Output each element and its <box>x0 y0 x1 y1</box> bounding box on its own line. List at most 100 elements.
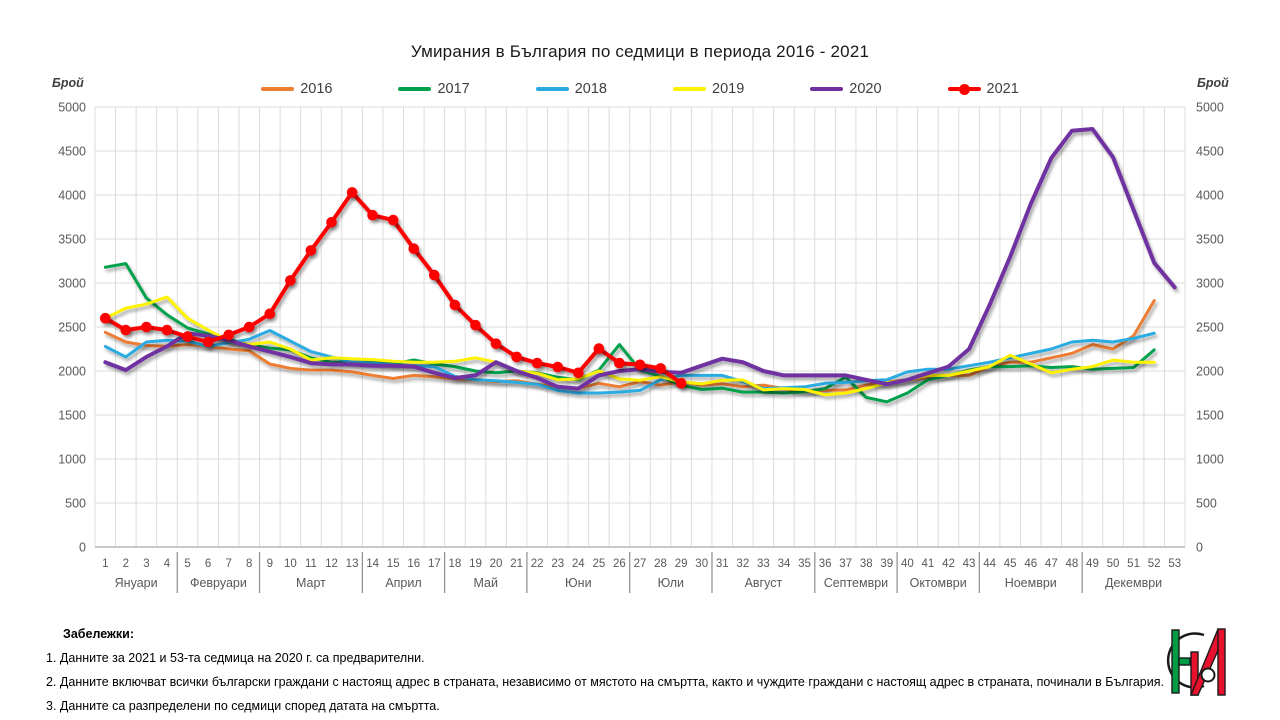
y-axis-tick-labels: 0 0 500 500 1000 1000 1500 1500 2000 2000 2500 2500… <box>58 101 1224 555</box>
legend-label-2016: 2016 <box>300 81 333 97</box>
svg-text:4000: 4000 <box>58 189 86 203</box>
svg-text:15: 15 <box>387 558 400 570</box>
legend-item-2020: 2020 <box>810 81 882 97</box>
logo-small-circle <box>1200 667 1216 683</box>
svg-text:27: 27 <box>634 558 647 570</box>
svg-text:1500: 1500 <box>1196 409 1224 423</box>
chart-title: Умирания в България по седмици в периода… <box>410 42 870 61</box>
svg-text:48: 48 <box>1065 558 1078 570</box>
legend-swatch-2018 <box>535 87 569 91</box>
svg-text:Април: Април <box>385 576 421 590</box>
svg-text:37: 37 <box>839 558 852 570</box>
legend-swatch-2020 <box>810 87 844 91</box>
footnote-1: 1. Данните за 2021 и 53-та седмица на 20… <box>46 651 425 665</box>
legend-item-2019: 2019 <box>673 81 744 97</box>
svg-text:17: 17 <box>428 558 441 570</box>
svg-text:9: 9 <box>267 558 273 570</box>
svg-text:29: 29 <box>675 558 688 570</box>
svg-text:Юли: Юли <box>658 576 684 590</box>
svg-text:4500: 4500 <box>58 145 86 159</box>
svg-text:5000: 5000 <box>1196 101 1224 115</box>
svg-text:44: 44 <box>983 558 996 570</box>
series-line-2016 <box>103 299 1156 394</box>
footnote-3: 3. Данните са разпределени по седмици сп… <box>46 699 440 713</box>
svg-text:2500: 2500 <box>1196 321 1224 335</box>
svg-text:33: 33 <box>757 558 770 570</box>
svg-text:Юни: Юни <box>565 576 592 590</box>
svg-text:22: 22 <box>531 558 544 570</box>
svg-text:12: 12 <box>325 558 338 570</box>
svg-text:52: 52 <box>1148 558 1161 570</box>
y-axis-label-right: Брой <box>1197 76 1229 90</box>
legend-swatch-2021 <box>947 83 981 95</box>
nsi-logo <box>1166 627 1226 696</box>
svg-text:18: 18 <box>449 558 462 570</box>
svg-text:Януари: Януари <box>115 576 158 590</box>
svg-text:28: 28 <box>654 558 667 570</box>
y-axis-label-left: Брой <box>52 76 84 90</box>
svg-text:36: 36 <box>819 558 832 570</box>
x-axis-month-labels: Януари Февруари Март Април Май Юни Юли Август Се… <box>115 552 1162 593</box>
svg-text:30: 30 <box>695 558 708 570</box>
svg-text:Май: Май <box>474 576 499 590</box>
svg-text:2: 2 <box>123 558 129 570</box>
svg-text:0: 0 <box>1196 541 1203 555</box>
svg-text:43: 43 <box>963 558 976 570</box>
legend-label-2019: 2019 <box>712 81 745 97</box>
svg-text:3: 3 <box>143 558 149 570</box>
series-line-2019 <box>103 295 1156 397</box>
svg-text:Септември: Септември <box>824 576 888 590</box>
legend-item-2016: 2016 <box>261 81 332 97</box>
series-line-2018 <box>103 329 1156 395</box>
svg-text:6: 6 <box>205 558 211 570</box>
svg-text:Март: Март <box>296 576 326 590</box>
svg-text:32: 32 <box>736 558 749 570</box>
svg-text:14: 14 <box>366 558 379 570</box>
svg-text:500: 500 <box>1196 497 1217 511</box>
svg-text:4: 4 <box>164 558 171 570</box>
logo-letter-c <box>1166 632 1205 689</box>
svg-text:2000: 2000 <box>1196 365 1224 379</box>
footnotes-heading: Забележки: <box>63 627 134 641</box>
legend-label-2020: 2020 <box>849 81 882 97</box>
legend-label-2017: 2017 <box>437 81 470 97</box>
legend-marker-dot-2021 <box>958 83 970 95</box>
legend-swatch-2019 <box>673 87 706 91</box>
footnote-2: 2. Данните включват всички български гра… <box>46 675 1164 689</box>
svg-text:5: 5 <box>184 558 190 570</box>
svg-text:26: 26 <box>613 558 626 570</box>
svg-text:Февруари: Февруари <box>190 576 247 590</box>
svg-text:3000: 3000 <box>1196 277 1224 291</box>
svg-text:39: 39 <box>880 558 893 570</box>
svg-text:24: 24 <box>572 558 585 570</box>
legend-item-2021: 2021 <box>947 81 1019 97</box>
svg-text:25: 25 <box>592 558 605 570</box>
svg-text:2500: 2500 <box>58 321 86 335</box>
svg-text:19: 19 <box>469 558 482 570</box>
svg-text:1: 1 <box>102 558 108 570</box>
svg-text:47: 47 <box>1045 558 1058 570</box>
svg-text:Октомври: Октомври <box>910 576 967 590</box>
legend-label-2018: 2018 <box>574 81 607 97</box>
svg-text:13: 13 <box>346 558 359 570</box>
svg-text:53: 53 <box>1168 558 1181 570</box>
chart-legend: 2016 2017 2018 2019 2020 2021 <box>0 81 1280 97</box>
svg-text:46: 46 <box>1024 558 1037 570</box>
svg-text:51: 51 <box>1127 558 1140 570</box>
svg-text:35: 35 <box>798 558 811 570</box>
svg-text:34: 34 <box>778 558 791 570</box>
svg-text:41: 41 <box>922 558 935 570</box>
svg-text:7: 7 <box>225 558 231 570</box>
svg-text:3500: 3500 <box>1196 233 1224 247</box>
svg-text:2000: 2000 <box>58 365 86 379</box>
legend-swatch-2016 <box>261 87 295 91</box>
svg-text:50: 50 <box>1107 558 1120 570</box>
svg-text:10: 10 <box>284 558 297 570</box>
legend-item-2018: 2018 <box>535 81 607 97</box>
svg-text:21: 21 <box>510 558 523 570</box>
legend-swatch-2017 <box>398 87 432 91</box>
svg-text:5000: 5000 <box>58 101 86 115</box>
legend-label-2021: 2021 <box>986 81 1019 97</box>
svg-text:11: 11 <box>305 558 317 570</box>
